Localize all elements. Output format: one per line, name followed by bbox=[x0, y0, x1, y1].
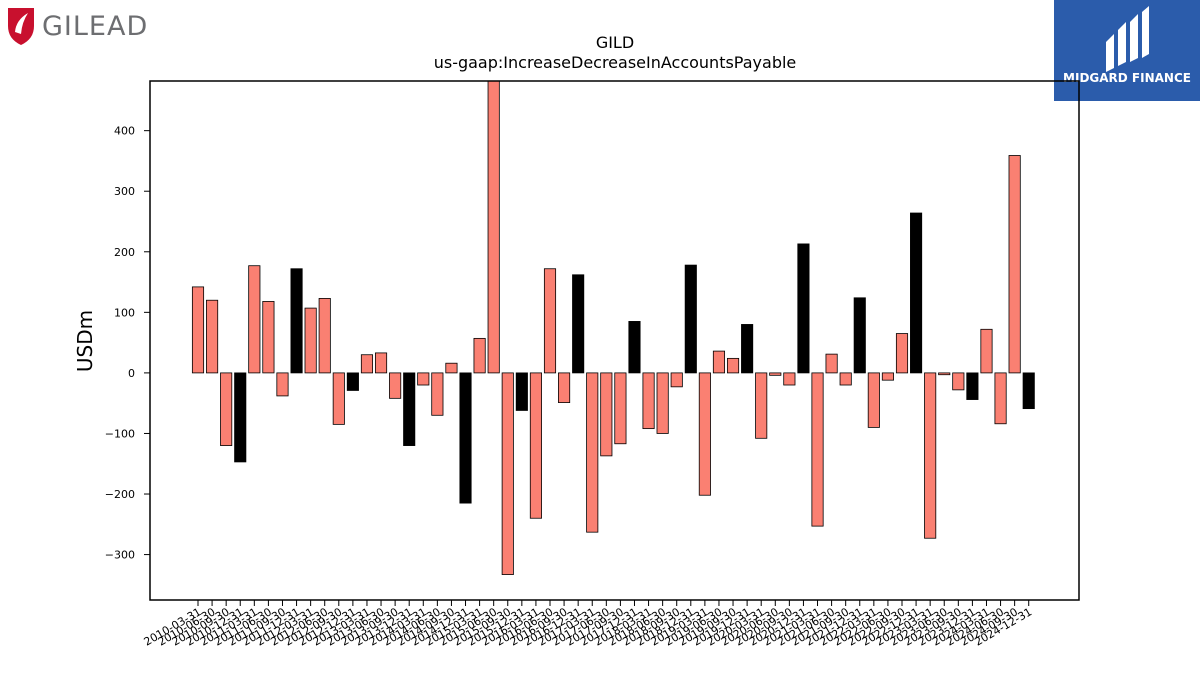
bar-2022-09-30 bbox=[895, 333, 909, 374]
y-tick-label: −300 bbox=[105, 549, 135, 562]
bar-2013-12-31 bbox=[403, 372, 416, 446]
y-tick-label: 0 bbox=[128, 367, 135, 380]
midgard-mark-icon bbox=[1106, 6, 1149, 72]
bar-2023-12-31 bbox=[966, 372, 979, 400]
bar-2015-12-31 bbox=[515, 372, 528, 411]
bar-2016-03-31 bbox=[529, 372, 542, 519]
bar-2023-09-30 bbox=[952, 372, 965, 391]
bar-2021-12-31 bbox=[853, 297, 866, 374]
bar-2013-09-30 bbox=[389, 372, 402, 399]
bar-2015-06-30 bbox=[487, 80, 500, 374]
bar-2022-06-30 bbox=[881, 372, 894, 381]
bar-2010-06-30 bbox=[206, 299, 219, 374]
bar-2011-12-31 bbox=[290, 268, 303, 374]
y-tick-label: −200 bbox=[105, 488, 135, 501]
bar-2011-03-31 bbox=[248, 265, 261, 374]
bars-layer bbox=[191, 80, 1035, 575]
bar-2016-12-31 bbox=[572, 274, 585, 374]
y-tick-label: 200 bbox=[114, 246, 135, 259]
bar-2012-06-30 bbox=[318, 298, 331, 374]
y-tick-label: −100 bbox=[105, 427, 135, 440]
bar-2020-09-30 bbox=[783, 372, 796, 386]
bar-2016-09-30 bbox=[558, 372, 571, 403]
bar-2024-12-31 bbox=[1022, 372, 1035, 410]
y-axis-ticks: −300 −200 −100 0 100 200 300 400 bbox=[105, 125, 150, 562]
bar-2016-06-30 bbox=[543, 268, 557, 374]
bar-2019-12-31 bbox=[741, 324, 754, 374]
bar-2011-06-30 bbox=[262, 301, 275, 374]
bar-2015-03-31 bbox=[473, 337, 486, 374]
bar-2021-06-30 bbox=[825, 353, 838, 374]
bar-2023-03-31 bbox=[924, 372, 937, 539]
y-tick-label: 300 bbox=[114, 185, 135, 198]
bar-2018-06-30 bbox=[656, 372, 669, 434]
bar-2012-03-31 bbox=[304, 307, 317, 374]
bar-2021-09-30 bbox=[839, 372, 852, 386]
bar-2024-09-30 bbox=[1008, 155, 1021, 374]
plot-frame bbox=[149, 80, 1080, 601]
bar-2020-06-30 bbox=[769, 372, 782, 376]
bar-2014-06-30 bbox=[431, 372, 444, 416]
bar-2018-09-30 bbox=[670, 372, 683, 388]
bar-2022-03-31 bbox=[867, 372, 880, 428]
bar-2012-12-31 bbox=[346, 372, 359, 391]
bar-2010-09-30 bbox=[220, 372, 233, 446]
bar-2018-03-31 bbox=[642, 372, 655, 430]
bar-2017-06-30 bbox=[600, 372, 613, 457]
gilead-logo: GILEAD bbox=[6, 6, 148, 46]
bar-2017-03-31 bbox=[586, 372, 599, 533]
bar-2022-12-31 bbox=[910, 212, 923, 374]
bar-2015-09-30 bbox=[501, 372, 514, 575]
bar-2018-12-31 bbox=[684, 264, 697, 374]
bar-2014-09-30 bbox=[445, 362, 458, 374]
bar-2019-03-31 bbox=[698, 372, 711, 496]
bar-2017-12-31 bbox=[628, 321, 641, 374]
bar-2023-06-30 bbox=[938, 372, 951, 376]
bar-2010-03-31 bbox=[191, 286, 205, 374]
gilead-shield-icon bbox=[8, 8, 34, 45]
chart-subtitle: us-gaap:IncreaseDecreaseInAccountsPayabl… bbox=[434, 53, 797, 72]
bar-2019-06-30 bbox=[712, 350, 726, 374]
y-tick-label: 100 bbox=[114, 306, 135, 319]
bar-2014-03-31 bbox=[417, 372, 430, 386]
bar-2024-03-31 bbox=[980, 328, 993, 374]
bar-2019-09-30 bbox=[726, 357, 740, 374]
chart-title: GILD bbox=[596, 33, 634, 52]
bar-2013-06-30 bbox=[374, 352, 388, 374]
bar-2011-09-30 bbox=[276, 372, 289, 397]
bar-2021-03-31 bbox=[811, 372, 824, 527]
bar-2013-03-31 bbox=[360, 354, 374, 374]
midgard-logo-text: MIDGARD FINANCE bbox=[1063, 71, 1191, 85]
y-axis-label: USDm bbox=[73, 310, 97, 372]
bar-2014-12-31 bbox=[459, 372, 472, 504]
bar-2020-03-31 bbox=[755, 372, 768, 439]
bar-2017-09-30 bbox=[614, 372, 627, 445]
bar-2020-12-31 bbox=[797, 243, 810, 374]
y-tick-label: 400 bbox=[114, 125, 135, 138]
bar-2012-09-30 bbox=[332, 372, 345, 425]
x-axis-ticks: 2010-03-312010-06-302010-09-302010-12-31… bbox=[142, 600, 1034, 649]
bar-2024-06-30 bbox=[994, 372, 1007, 425]
bar-2010-12-31 bbox=[234, 372, 247, 463]
gilead-logo-text: GILEAD bbox=[42, 10, 149, 42]
